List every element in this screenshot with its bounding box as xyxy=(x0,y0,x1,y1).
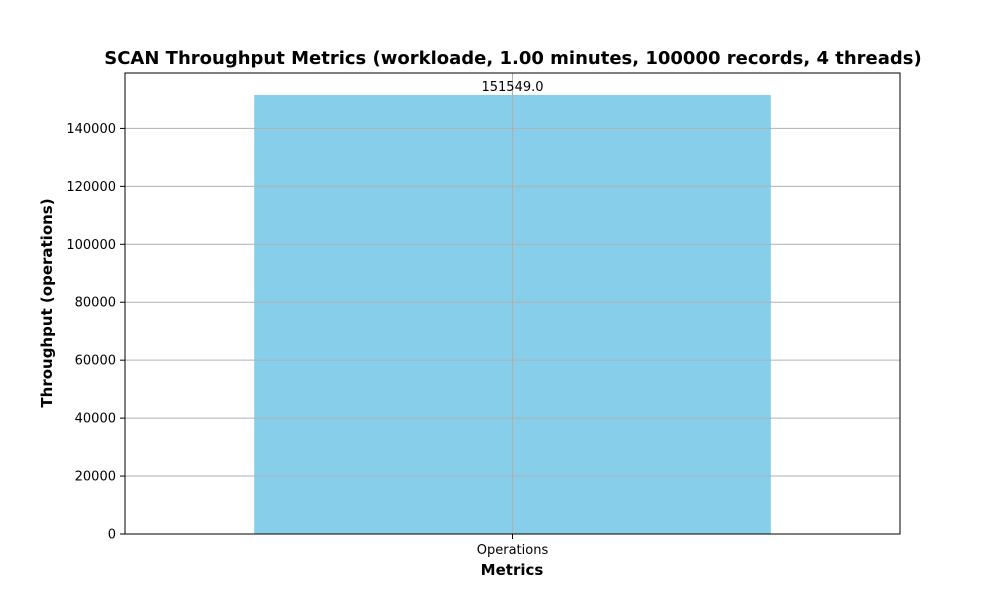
grid-front-layer xyxy=(125,73,900,535)
x-tick-label: Operations xyxy=(477,543,549,558)
y-tick-label: 40000 xyxy=(75,412,116,427)
x-axis-label: Metrics xyxy=(481,561,544,579)
x-axis: Operations xyxy=(477,534,549,558)
data-labels: 151549.0 xyxy=(481,80,543,95)
y-axis: 0 20000 40000 60000 80000 100000 120000 140000 xyxy=(66,122,125,543)
y-tick-label: 140000 xyxy=(66,122,116,137)
y-axis-label: Throughput (operations) xyxy=(38,198,56,407)
y-tick-label: 0 xyxy=(108,528,116,543)
bar-value-label: 151549.0 xyxy=(481,80,543,95)
y-tick-label: 60000 xyxy=(75,354,116,369)
y-tick-label: 20000 xyxy=(75,470,116,485)
y-tick-label: 100000 xyxy=(66,238,116,253)
chart-title: SCAN Throughput Metrics (workloade, 1.00… xyxy=(104,48,921,69)
y-tick-label: 120000 xyxy=(66,180,116,195)
y-tick-label: 80000 xyxy=(75,296,116,311)
